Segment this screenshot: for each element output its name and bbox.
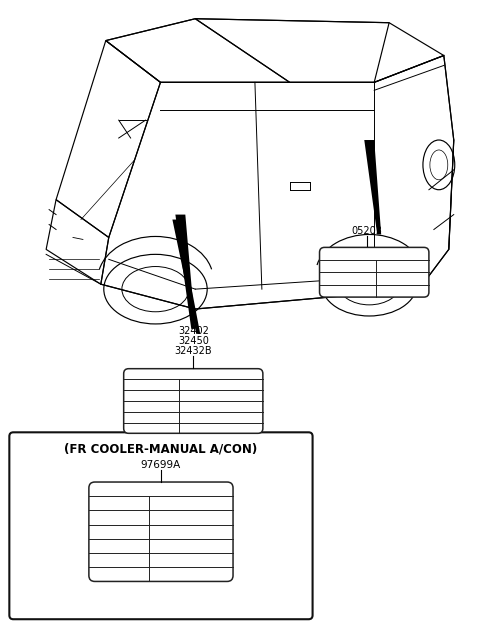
PathPatch shape <box>175 214 195 329</box>
FancyBboxPatch shape <box>320 247 429 297</box>
Text: 97699A: 97699A <box>141 460 181 470</box>
Text: (FR COOLER-MANUAL A/CON): (FR COOLER-MANUAL A/CON) <box>64 442 258 455</box>
FancyBboxPatch shape <box>89 482 233 581</box>
FancyBboxPatch shape <box>9 432 312 619</box>
Polygon shape <box>172 220 200 334</box>
Text: 05203: 05203 <box>352 226 383 237</box>
FancyBboxPatch shape <box>124 369 263 433</box>
Text: 32432B: 32432B <box>174 346 212 356</box>
PathPatch shape <box>364 140 381 235</box>
Text: 32402: 32402 <box>178 326 209 336</box>
Text: 32450: 32450 <box>178 336 209 346</box>
